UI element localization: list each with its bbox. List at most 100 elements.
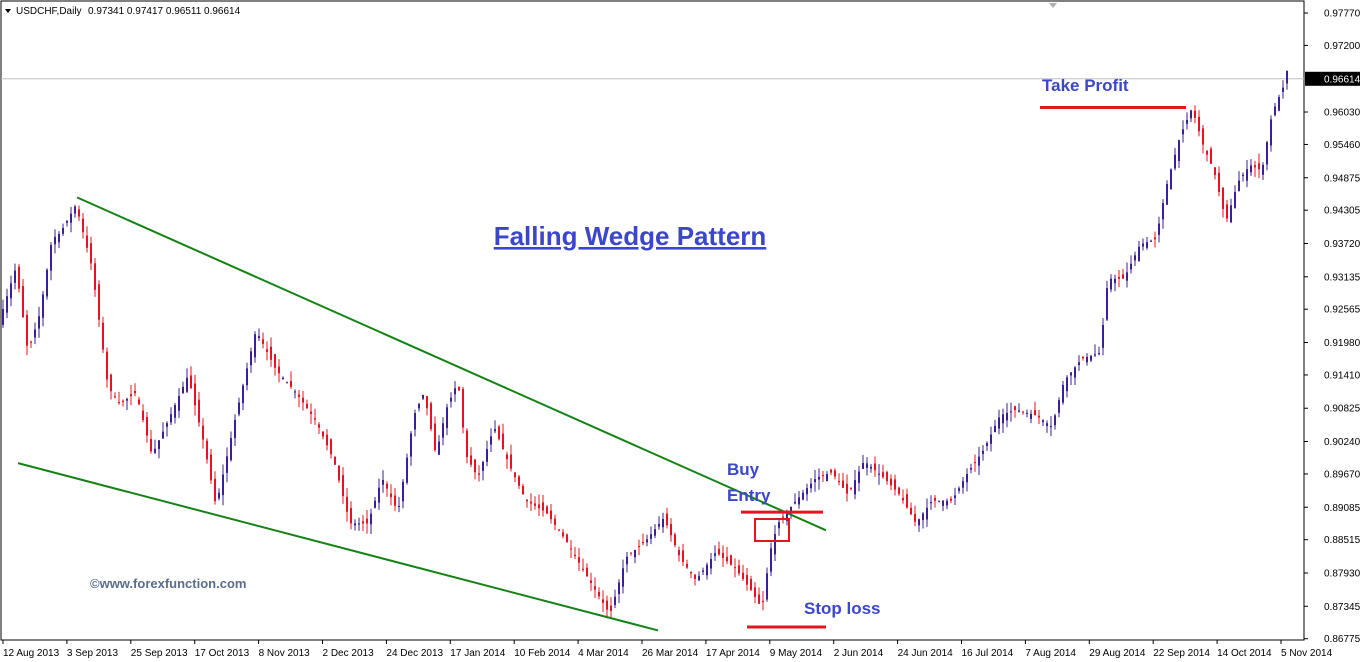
candle-body <box>422 394 424 399</box>
candle-body <box>1210 148 1212 164</box>
stop-loss-label: Stop loss <box>804 599 881 618</box>
candle <box>794 493 796 505</box>
candle <box>798 491 800 509</box>
current-price-badge <box>1305 71 1360 86</box>
candle <box>1110 274 1112 293</box>
candle-body <box>234 419 236 439</box>
candle-body <box>702 570 704 572</box>
candle-body <box>82 218 84 233</box>
time-axis[interactable]: 12 Aug 2013 3 Sep 2013 25 Sep 2013 17 Oct 2… <box>2 640 1333 659</box>
x-tick-label: 29 Aug 2014 <box>1089 648 1146 659</box>
candle <box>446 403 448 436</box>
candle <box>474 459 476 480</box>
candle-body <box>102 322 104 350</box>
candle <box>398 497 400 513</box>
candle <box>734 558 736 578</box>
x-tick-label: 17 Jan 2014 <box>450 648 505 659</box>
candle <box>1114 274 1116 292</box>
candle <box>894 474 896 496</box>
candle <box>726 546 728 565</box>
plot-area <box>0 0 1305 641</box>
candle <box>250 347 252 373</box>
candle <box>1206 150 1208 162</box>
candle <box>494 420 496 434</box>
candle <box>870 463 872 473</box>
candle <box>838 473 840 486</box>
candle <box>82 213 84 239</box>
candle-body <box>398 506 400 508</box>
candle-body <box>1182 129 1184 135</box>
candle <box>1082 356 1084 361</box>
candle-body <box>690 571 692 574</box>
price-axis[interactable]: 0.97770 0.97200 0.96614 0.96030 0.95460 0.948… <box>1304 9 1361 646</box>
shift-marker-icon[interactable] <box>1049 3 1057 8</box>
candle-body <box>698 576 700 581</box>
candle <box>606 595 608 619</box>
candle-body <box>634 549 636 558</box>
candle <box>1154 231 1156 248</box>
symbol-label: USDCHF,Daily <box>16 6 82 17</box>
candle-body <box>794 501 796 504</box>
candle <box>210 448 212 484</box>
candle-body <box>978 456 980 466</box>
breakout-entry-box <box>754 518 790 542</box>
y-tick-label: 0.88515 <box>1324 535 1361 546</box>
candle-body <box>822 475 824 477</box>
chart-menu-triangle-icon[interactable] <box>5 9 11 13</box>
candle-body <box>126 398 128 401</box>
candle <box>186 368 188 394</box>
candle <box>166 421 168 437</box>
candle <box>590 572 592 591</box>
candle-body <box>602 599 604 603</box>
candle <box>422 394 424 401</box>
candle <box>1030 409 1032 424</box>
candle <box>342 467 344 504</box>
candle-body <box>1238 180 1240 192</box>
candle <box>222 464 224 506</box>
candle <box>806 483 808 501</box>
candle-body <box>642 541 644 544</box>
candle <box>1230 198 1232 224</box>
candle-body <box>966 474 968 483</box>
candle <box>314 408 316 425</box>
candle <box>586 563 588 577</box>
x-tick-label: 24 Jun 2014 <box>898 648 953 659</box>
candle-body <box>254 334 256 358</box>
candle <box>1170 168 1172 190</box>
candle-body <box>14 270 16 283</box>
candle-body <box>418 403 420 409</box>
candle <box>1266 140 1268 171</box>
candle <box>214 471 216 505</box>
candle <box>1094 344 1096 358</box>
upper-trendline <box>76 196 827 532</box>
candle <box>738 559 740 576</box>
candle-body <box>490 436 492 445</box>
candle <box>1118 270 1120 288</box>
candle-body <box>138 399 140 405</box>
candle-body <box>242 385 244 404</box>
candle <box>990 426 992 452</box>
candle-body <box>1102 325 1104 348</box>
candle-body <box>710 559 712 569</box>
candle <box>730 554 732 566</box>
candle <box>426 395 428 416</box>
candle <box>414 409 416 437</box>
x-tick-label: 26 Mar 2014 <box>642 648 699 659</box>
candle-body <box>1062 384 1064 403</box>
candle <box>950 496 952 504</box>
candle-body <box>1190 110 1192 119</box>
candle <box>138 396 140 406</box>
candle <box>662 512 664 533</box>
candle <box>230 431 232 462</box>
candle <box>62 223 64 236</box>
candle-body <box>1030 413 1032 419</box>
candle-body <box>250 351 252 366</box>
candle-body <box>34 329 36 338</box>
candle <box>902 489 904 504</box>
candle-body <box>478 473 480 475</box>
candle <box>430 401 432 432</box>
candle-body <box>1226 204 1228 219</box>
candle-body <box>222 474 224 496</box>
candle-body <box>262 339 264 344</box>
candle <box>582 558 584 572</box>
